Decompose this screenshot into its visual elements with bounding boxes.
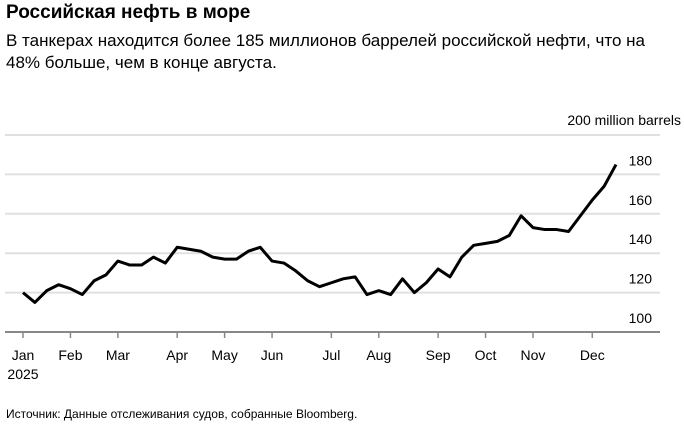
- y-axis-unit-label: 200 million barrels: [567, 112, 681, 128]
- x-tick-label: Oct: [475, 347, 497, 363]
- x-tick-year-label: 2025: [7, 366, 38, 382]
- y-tick-label: 100: [629, 310, 653, 326]
- x-tick-label: Sep: [426, 347, 451, 363]
- y-tick-label: 180: [629, 152, 653, 168]
- x-tick-label: Mar: [106, 347, 130, 363]
- x-tick-label: Aug: [366, 347, 391, 363]
- y-tick-label: 140: [629, 231, 653, 247]
- x-tick-label: Jul: [322, 347, 340, 363]
- chart-title: Российская нефть в море: [6, 2, 251, 23]
- y-tick-label: 160: [629, 192, 653, 208]
- x-tick-label: Nov: [521, 347, 546, 363]
- chart-subtitle: В танкерах находится более 185 миллионов…: [6, 31, 645, 72]
- source-note: Источник: Данные отслеживания судов, соб…: [6, 407, 358, 421]
- data-line: [22, 163, 618, 304]
- y-tick-label: 120: [629, 271, 653, 287]
- x-tick-label: Feb: [58, 347, 82, 363]
- x-tick-label: Apr: [166, 347, 188, 363]
- x-tick-label: Jan: [12, 347, 35, 363]
- x-tick-label: Jun: [261, 347, 284, 363]
- line-chart: 200 million barrels 100 120 140 160 180 Jan 202…: [5, 112, 681, 382]
- x-tick-label: May: [211, 347, 237, 363]
- x-tick-label: Dec: [580, 347, 605, 363]
